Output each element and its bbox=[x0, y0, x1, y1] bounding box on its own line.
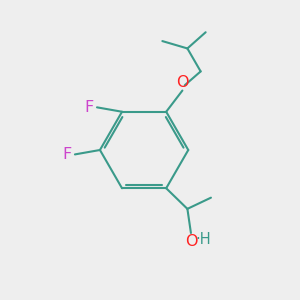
Text: O: O bbox=[185, 235, 198, 250]
Text: F: F bbox=[62, 147, 71, 162]
Text: O: O bbox=[176, 75, 189, 90]
Text: ·H: ·H bbox=[196, 232, 211, 247]
Text: F: F bbox=[84, 100, 93, 115]
